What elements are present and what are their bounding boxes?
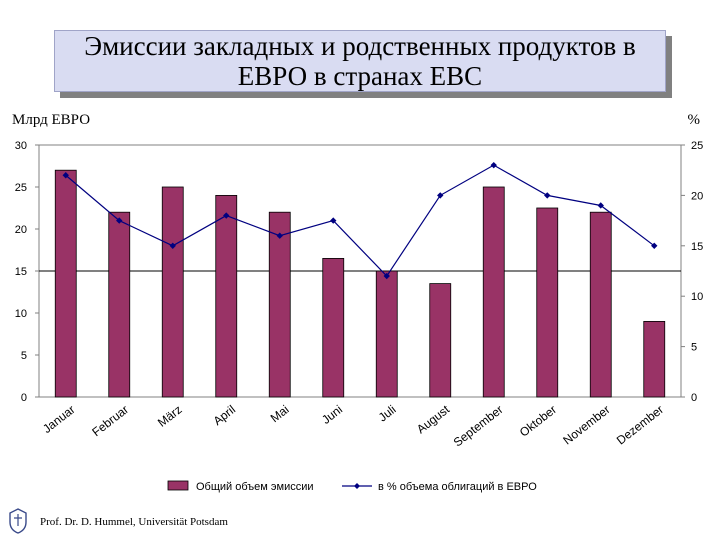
bar (268, 211, 291, 398)
legend-line-marker (354, 483, 360, 489)
right-tick-label: 20 (691, 190, 703, 202)
bar (536, 207, 559, 398)
category-label: Juni (319, 402, 345, 427)
left-tick-label: 25 (15, 182, 27, 194)
bar (54, 169, 77, 398)
left-tick-label: 5 (21, 350, 27, 362)
left-tick-label: 15 (15, 266, 27, 278)
category-label: November (560, 402, 612, 447)
left-axis-unit: Млрд ЕВРО (12, 112, 91, 128)
bar (589, 211, 612, 398)
line-point (223, 212, 230, 219)
right-tick-label: 0 (691, 392, 697, 404)
category-label: April (211, 402, 239, 428)
left-tick-label: 20 (15, 224, 27, 236)
line-point (544, 192, 551, 199)
category-label: Februar (89, 402, 131, 439)
category-label: Oktober (517, 402, 559, 439)
line-point (383, 272, 390, 280)
left-tick-label: 30 (15, 140, 27, 152)
category-label: Mai (268, 402, 292, 425)
legend-bar-label: Общий объем эмиссии (196, 481, 314, 493)
line-point (330, 217, 337, 224)
slide-title: Эмиссии закладных и родственных продукто… (54, 30, 666, 92)
right-tick-label: 5 (691, 342, 697, 354)
category-label: August (414, 402, 453, 436)
category-label: September (451, 402, 506, 449)
bar (429, 283, 452, 398)
left-tick-label: 0 (21, 392, 27, 404)
footer-credit: Prof. Dr. D. Hummel, Universität Potsdam (40, 516, 228, 528)
line-point (437, 192, 444, 199)
slide-title-text: Эмиссии закладных и родственных продукто… (84, 31, 636, 91)
right-tick-label: 15 (691, 241, 703, 253)
bar (108, 211, 131, 398)
legend-bar-swatch (167, 480, 189, 491)
bar (322, 257, 345, 398)
bar (482, 186, 505, 398)
category-label: März (155, 402, 185, 429)
bar (643, 320, 666, 398)
right-tick-label: 10 (691, 291, 703, 303)
line-point (116, 217, 123, 224)
line-point (651, 242, 658, 249)
right-axis-unit: % (687, 112, 701, 128)
university-seal-icon (9, 508, 27, 534)
bar (375, 270, 398, 398)
right-tick-label: 25 (691, 140, 703, 152)
category-label: Dezember (614, 402, 666, 447)
line-point (597, 202, 604, 209)
line-point (490, 161, 497, 169)
bar (215, 194, 238, 398)
category-label: Januar (40, 402, 78, 436)
left-tick-label: 10 (15, 308, 27, 320)
bar (161, 186, 184, 398)
category-label: Juli (376, 402, 399, 424)
legend-line-label: в % объема облигаций в ЕВРО (378, 481, 537, 493)
line-point (62, 172, 69, 179)
line-point (169, 242, 176, 249)
line-point (276, 232, 283, 239)
line-series (65, 164, 655, 277)
